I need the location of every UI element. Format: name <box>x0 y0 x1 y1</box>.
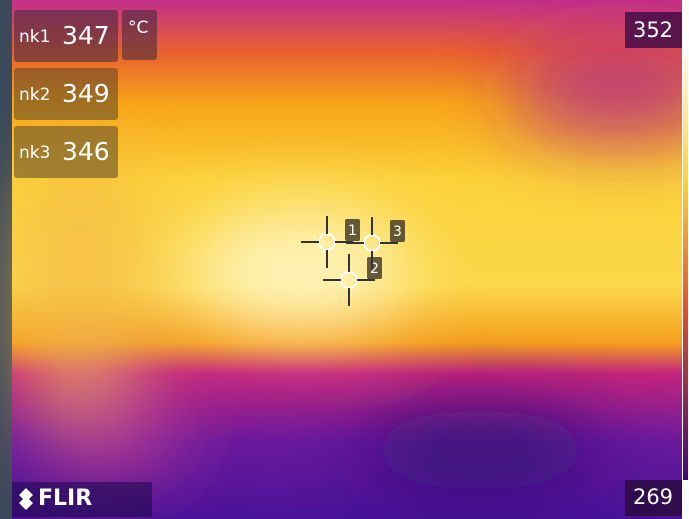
heat-blobs <box>20 40 689 490</box>
spot-tag <box>390 220 405 242</box>
meas-label: nk3 <box>19 143 50 163</box>
meas-value: 347 <box>62 21 110 50</box>
box <box>14 10 118 62</box>
scale-max: 352 <box>633 18 673 42</box>
spot-cross <box>323 254 375 306</box>
brand: FLIR <box>38 486 92 511</box>
min-box <box>625 480 682 516</box>
box <box>14 68 118 120</box>
meas-value: 349 <box>62 79 110 108</box>
meas-value: 346 <box>62 137 110 166</box>
box <box>122 10 157 60</box>
spot-label: 2 <box>370 261 379 277</box>
spot-label: 1 <box>348 223 357 239</box>
spot-cross <box>346 217 398 269</box>
spot-markers: 1 2 3 <box>301 216 405 306</box>
spot-cross <box>301 216 353 268</box>
logo-icon <box>19 488 33 510</box>
unit: °C <box>128 18 148 38</box>
box <box>14 126 118 178</box>
left-edge <box>0 0 12 519</box>
spot-tag <box>367 257 382 279</box>
meas-label: nk2 <box>19 85 50 105</box>
spot-label: 3 <box>393 224 402 240</box>
brand-logo: FLIR <box>12 482 152 517</box>
measurement-boxes: nk1 347 °C nk2 349 nk3 346 <box>14 10 157 178</box>
meas-label: nk1 <box>19 27 50 47</box>
spot-tag <box>345 219 360 241</box>
color-scale <box>683 55 688 480</box>
max-box <box>625 12 682 48</box>
logo-bg <box>12 482 152 517</box>
scale-min: 269 <box>633 485 673 509</box>
